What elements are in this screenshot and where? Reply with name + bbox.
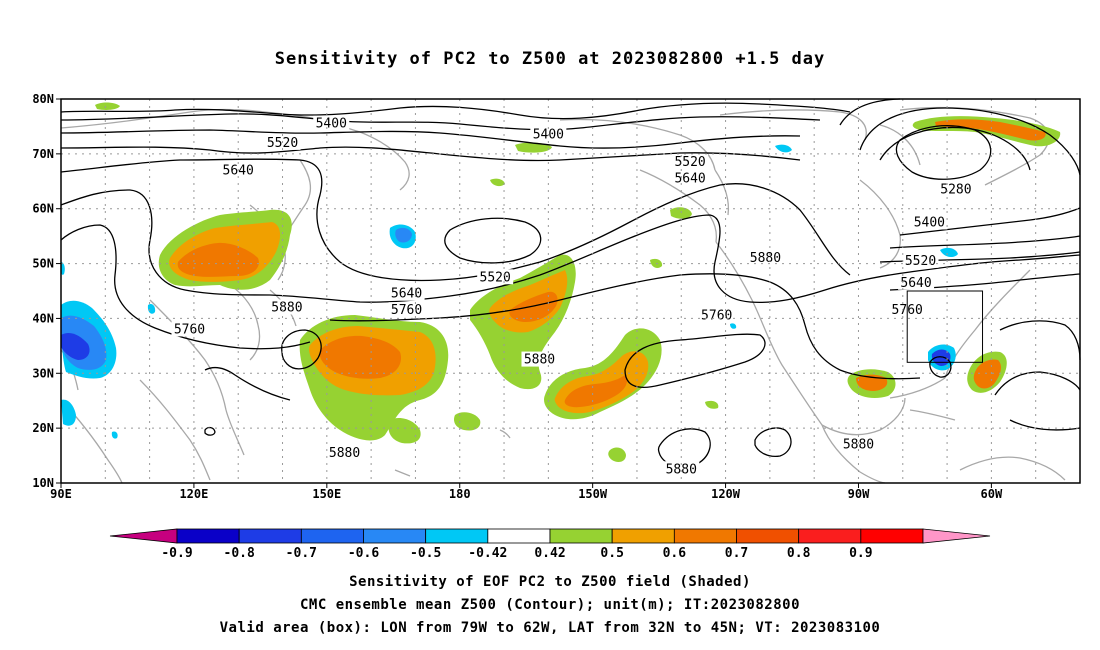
- colorbar-label: -0.7: [286, 546, 317, 561]
- contour-label-bg: [521, 351, 558, 367]
- contour-label-bg: [672, 154, 709, 170]
- colorbar-label: 0.9: [849, 546, 872, 561]
- lon-label: 60W: [981, 487, 1003, 501]
- contour-label: 5880: [329, 446, 360, 461]
- lon-label: 180: [449, 487, 471, 501]
- lat-label: 80N: [32, 92, 54, 106]
- lat-label: 30N: [32, 366, 54, 380]
- contour-label-bg: [477, 269, 514, 285]
- contour-label: 5520: [905, 254, 936, 269]
- contour-label: 5760: [174, 322, 205, 337]
- contour-label-bg: [902, 252, 939, 268]
- contour-label: 5400: [914, 215, 945, 230]
- contour-label: 5760: [391, 303, 422, 318]
- contour-label-bg: [911, 214, 948, 230]
- contour-label: 5760: [701, 309, 732, 324]
- contour-label-bg: [840, 436, 877, 452]
- longitude-labels: 90E 120E 150E 180 150W 120W 90W 60W: [50, 483, 1003, 501]
- sensitivity-shading: [61, 102, 1061, 463]
- contour-label-bg: [388, 302, 425, 318]
- colorbar-label: 0.7: [725, 546, 748, 561]
- contour-label: 5880: [843, 438, 874, 453]
- colorbar-bin: [736, 528, 800, 544]
- colorbar-bin: [611, 528, 675, 544]
- positive-region-subtropical-pacific: [544, 328, 662, 463]
- contour-label-bg: [663, 461, 700, 477]
- colorbar-low-arrow: [109, 528, 178, 544]
- positive-region-north-pacific: [299, 315, 481, 444]
- colorbar-bin: [176, 528, 240, 544]
- contour-label: 5640: [674, 172, 705, 187]
- colorbar-high-arrow: [922, 528, 991, 544]
- lat-label: 70N: [32, 147, 54, 161]
- grid-lines: [61, 99, 1080, 483]
- latitude-labels: 80N 70N 60N 50N 40N 30N 20N 10N: [32, 92, 61, 490]
- contour-label: 5520: [267, 136, 298, 151]
- small-negative-patches: [111, 144, 958, 439]
- map-title: Sensitivity of PC2 to Z500 at 2023082800…: [274, 49, 826, 69]
- lat-label: 60N: [32, 202, 54, 216]
- lon-label: 150W: [578, 487, 608, 501]
- positive-region-greenland: [912, 116, 1061, 147]
- lat-label: 50N: [32, 257, 54, 271]
- contour-label: 5880: [271, 300, 302, 315]
- colorbar-bin: [300, 528, 364, 544]
- valid-area-box: [906, 290, 984, 363]
- contour-label: 5400: [316, 117, 347, 132]
- colorbar-label: -0.9: [161, 546, 192, 561]
- negative-region-south-asia: [61, 262, 117, 426]
- positive-region-central-pacific: [470, 254, 576, 390]
- caption-shaded: Sensitivity of EOF PC2 to Z500 field (Sh…: [349, 574, 751, 590]
- contour-label-bg: [937, 181, 974, 197]
- caption-contour: CMC ensemble mean Z500 (Contour); unit(m…: [299, 597, 800, 613]
- colorbar-label: -0.5: [410, 546, 441, 561]
- contour-label-bg: [898, 274, 935, 290]
- colorbar-label: -0.8: [224, 546, 255, 561]
- contour-label-bg: [672, 170, 709, 186]
- lat-label: 40N: [32, 311, 54, 325]
- contour-label-bg: [747, 250, 784, 266]
- contour-label: 5640: [900, 276, 931, 291]
- contour-label: 5520: [480, 270, 511, 285]
- lon-label: 120E: [179, 487, 208, 501]
- caption-valid-area: Valid area (box): LON from 79W to 62W, L…: [219, 620, 881, 636]
- contour-label-bg: [326, 444, 363, 460]
- contour-label: 5880: [524, 353, 555, 368]
- contour-label: 5880: [750, 251, 781, 266]
- lon-label: 150E: [312, 487, 341, 501]
- contour-label-bg: [171, 321, 208, 337]
- contour-label: 5280: [940, 183, 971, 198]
- colorbar-label: 0.5: [600, 546, 623, 561]
- lat-label: 10N: [32, 476, 54, 490]
- negative-region-kamchatka: [389, 224, 416, 249]
- colorbar-label: -0.6: [348, 546, 379, 561]
- contour-label: 5640: [391, 287, 422, 302]
- colorbar-bin: [673, 528, 737, 544]
- colorbar-bin: [425, 528, 489, 544]
- colorbar-bin: [363, 528, 427, 544]
- map-frame: [60, 98, 1081, 484]
- contour-label: 5880: [666, 462, 697, 477]
- colorbar-label: -0.42: [468, 546, 507, 561]
- contour-label-bg: [268, 299, 305, 315]
- colorbar-label: 0.6: [663, 546, 687, 561]
- lon-label: 90W: [848, 487, 870, 501]
- colorbar-label: 0.42: [534, 546, 565, 561]
- lat-label: 20N: [32, 421, 54, 435]
- contour-label-bg: [313, 115, 350, 131]
- lon-label: 120W: [711, 487, 741, 501]
- contour-label-bg: [698, 307, 735, 323]
- colorbar-bin: [798, 528, 862, 544]
- contour-label: 5520: [674, 155, 705, 170]
- colorbar-bin: [238, 528, 302, 544]
- colorbar: -0.9 -0.8 -0.7 -0.6 -0.5 -0.42 0.42 0.5 0.6 0.7 0.…: [109, 528, 991, 561]
- colorbar-bin: [549, 528, 613, 544]
- colorbar-bin: [487, 528, 551, 544]
- colorbar-label: 0.8: [787, 546, 811, 561]
- colorbar-bin: [860, 528, 924, 544]
- lon-label: 90E: [50, 487, 72, 501]
- small-positive-patches: [95, 102, 719, 409]
